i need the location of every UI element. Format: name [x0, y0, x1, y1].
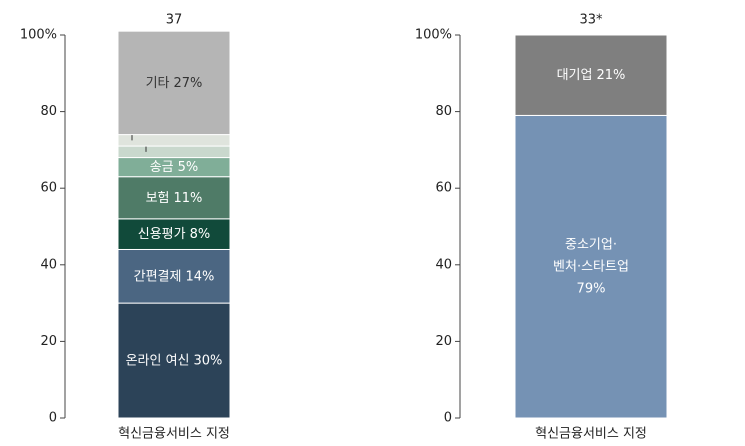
- segment-label: 기타 27%: [146, 75, 203, 90]
- segment-label: 신용평가 8%: [138, 227, 210, 242]
- y-tick-label: 80: [435, 104, 452, 119]
- segment-value: 79%: [577, 281, 606, 296]
- y-tick-label: 0: [444, 411, 452, 426]
- segment-name: 간편결제: [134, 269, 182, 284]
- y-tick-label: 100%: [20, 28, 57, 43]
- segment-name: 온라인 여신: [126, 353, 190, 368]
- segment-value: 21%: [596, 68, 625, 83]
- segment-name: 대기업: [557, 68, 593, 83]
- bar-segment: [117, 218, 231, 250]
- bar-segment: [117, 176, 231, 220]
- segment-label: 송금 5%: [150, 160, 199, 175]
- bar-segment: [117, 302, 231, 419]
- segment-name: 보험: [146, 190, 170, 205]
- bar-segment: [514, 114, 668, 419]
- segment-value: 5%: [178, 160, 199, 175]
- segment-name: 신용평가: [138, 227, 186, 242]
- x-tick-label: 혁신금융서비스 지정: [118, 427, 230, 442]
- segment-label: 보험 11%: [146, 190, 203, 205]
- segment-name: 기타: [146, 75, 170, 90]
- y-tick-label: 40: [435, 257, 452, 272]
- segment-label: 대기업 21%: [557, 68, 626, 83]
- y-tick-label: 60: [40, 181, 57, 196]
- segment-value: 14%: [185, 269, 214, 284]
- segment-label: 간편결제 14%: [134, 269, 215, 284]
- bar-segment: [117, 248, 231, 304]
- x-tick-label: 혁신금융서비스 지정: [535, 427, 647, 442]
- segment-value: 11%: [174, 190, 203, 205]
- segment-value: 8%: [190, 227, 211, 242]
- segment-value: 27%: [174, 75, 203, 90]
- segment-value: 30%: [194, 353, 223, 368]
- segment-label: 중소기업· 벤처·스타트업 79%: [553, 237, 629, 296]
- y-tick-label: 0: [49, 411, 57, 426]
- bar-segment: [117, 134, 231, 147]
- y-tick-label: 100%: [415, 28, 452, 43]
- y-tick-label: 20: [435, 334, 452, 349]
- total-label: 33*: [579, 13, 603, 28]
- segment-name: 중소기업·: [565, 237, 617, 252]
- bar-segment: [117, 157, 231, 178]
- bar-segment: [514, 34, 668, 116]
- bar-segment: [117, 30, 231, 136]
- y-tick-label: 20: [40, 334, 57, 349]
- total-label: 37: [166, 13, 183, 28]
- segment-name: 벤처·스타트업: [553, 259, 629, 274]
- bar-segment: [117, 145, 231, 159]
- y-tick-label: 40: [40, 257, 57, 272]
- y-tick-label: 60: [435, 181, 452, 196]
- segment-label: 온라인 여신 30%: [126, 353, 223, 368]
- y-tick-label: 80: [40, 104, 57, 119]
- segment-name: 송금: [150, 160, 174, 175]
